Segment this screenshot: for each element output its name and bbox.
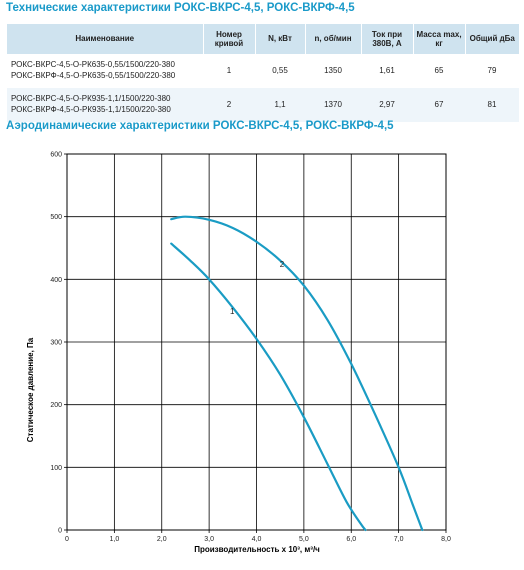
specifications-table: Наименование Номер кривой N, кВт n, об/м… — [7, 24, 519, 122]
table-row: РОКС-ВКРС-4,5-О-РК935-1,1/1500/220-380 Р… — [7, 88, 519, 122]
y-tick-label: 200 — [50, 402, 62, 409]
performance-curve-1 — [170, 242, 367, 532]
model-name: РОКС-ВКРФ-4,5-О-РК635-0,55/1500/220-380 — [11, 71, 176, 80]
curve-number-label: 1 — [230, 307, 235, 316]
model-name-cell: РОКС-ВКРС-4,5-О-РК935-1,1/1500/220-380 Р… — [7, 88, 203, 122]
curve-number-cell: 1 — [203, 54, 255, 88]
x-axis-label: Производительность x 10³, м³/ч — [194, 545, 320, 554]
x-tick-label: 0 — [65, 536, 69, 543]
column-header-mass: Масса max, кг — [413, 24, 466, 54]
mass-cell: 65 — [413, 54, 465, 88]
y-tick-label: 500 — [50, 214, 62, 221]
current-cell: 2,97 — [361, 88, 413, 122]
noise-cell: 81 — [465, 88, 519, 122]
chart-curve-labels: 12 — [230, 260, 285, 316]
rpm-cell: 1370 — [305, 88, 361, 122]
fan-performance-chart: 0 1,0 2,0 3,0 4,0 5,0 6,0 7,0 8,0 0 100 200 300 400 50… — [26, 152, 451, 555]
column-header-current: Ток при 380В, А — [361, 24, 414, 54]
column-header-noise: Общий дБа — [465, 24, 519, 54]
y-axis-label: Статическое давление, Па — [26, 337, 35, 442]
rpm-cell: 1350 — [305, 54, 361, 88]
chart-curves — [170, 215, 424, 532]
power-cell: 1,1 — [255, 88, 305, 122]
model-name: РОКС-ВКРФ-4,5-О-РК935-1,1/1500/220-380 — [11, 105, 171, 114]
spec-title: Технические характеристики РОКС-ВКРС-4,5… — [6, 2, 355, 14]
x-tick-label: 5,0 — [299, 536, 309, 543]
y-tick-label: 100 — [50, 465, 62, 472]
x-tick-label: 8,0 — [441, 536, 451, 543]
aerodynamic-title: Аэродинамические характеристики РОКС-ВКР… — [6, 120, 394, 132]
y-tick-label: 400 — [50, 277, 62, 284]
x-tick-label: 2,0 — [157, 536, 167, 543]
mass-cell: 67 — [413, 88, 465, 122]
x-tick-label: 7,0 — [394, 536, 404, 543]
table-header-row: Наименование Номер кривой N, кВт n, об/м… — [7, 24, 519, 54]
noise-cell: 79 — [465, 54, 519, 88]
x-tick-label: 6,0 — [346, 536, 356, 543]
model-name-cell: РОКС-ВКРС-4,5-О-РК635-0,55/1500/220-380 … — [7, 54, 203, 88]
performance-curve-2 — [170, 215, 424, 532]
model-name: РОКС-ВКРС-4,5-О-РК935-1,1/1500/220-380 — [11, 94, 171, 104]
x-tick-label: 3,0 — [204, 536, 214, 543]
x-tick-label: 4,0 — [252, 536, 262, 543]
column-header-name: Наименование — [7, 24, 204, 54]
y-tick-label: 600 — [50, 152, 62, 159]
y-tick-label: 300 — [50, 340, 62, 347]
x-tick-label: 1,0 — [110, 536, 120, 543]
chart-grid — [66, 153, 447, 531]
model-name: РОКС-ВКРС-4,5-О-РК635-0,55/1500/220-380 — [11, 60, 175, 70]
column-header-curve: Номер кривой — [203, 24, 256, 54]
y-tick-label: 0 — [58, 528, 62, 535]
curve-number-cell: 2 — [203, 88, 255, 122]
power-cell: 0,55 — [255, 54, 305, 88]
column-header-power: N, кВт — [255, 24, 306, 54]
current-cell: 1,61 — [361, 54, 413, 88]
column-header-rpm: n, об/мин — [305, 24, 362, 54]
curve-number-label: 2 — [280, 260, 285, 269]
chart-ticks: 0 1,0 2,0 3,0 4,0 5,0 6,0 7,0 8,0 0 100 200 300 400 50… — [50, 152, 451, 544]
table-row: РОКС-ВКРС-4,5-О-РК635-0,55/1500/220-380 … — [7, 54, 519, 88]
